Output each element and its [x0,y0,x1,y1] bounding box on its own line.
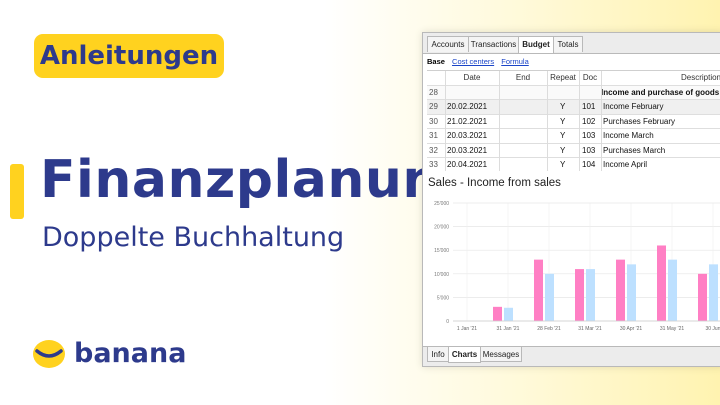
cell-description[interactable]: Income March [603,131,654,140]
col-header-row [427,71,445,85]
row-number: 29 [429,102,438,111]
col-header-date[interactable]: Date [463,73,481,82]
column-divider [601,71,602,171]
bar [545,273,554,321]
bar [493,306,502,321]
cell-date[interactable]: 20.03.2021 [447,145,488,155]
sales-chart: 0 5'000 10'000 15'000 20'000 25'000 1 Jan '21 3… [434,201,720,332]
col-header-doc[interactable]: Doc [582,73,598,82]
main-tabs: Accounts Transactions Budget Totals [423,33,720,54]
cell-doc[interactable]: 102 [582,116,596,126]
col-header-description[interactable]: Description [680,73,720,82]
y-tick-label: 5'000 [437,295,449,301]
view-base[interactable]: Base [427,57,445,66]
table-row[interactable]: 33 20.04.2021 Y 104 Income April [427,158,720,171]
row-number: 31 [429,131,438,140]
x-tick-label: 31 Mar '21 [578,326,602,332]
y-tick-label: 15'000 [434,248,449,254]
cell-repeat[interactable]: Y [560,160,566,169]
tab-charts[interactable]: Charts [448,347,481,363]
column-divider [445,71,446,171]
banana-logo-icon [33,339,65,368]
row-number: 28 [429,87,438,97]
tab-transactions[interactable]: Transactions [468,36,519,52]
x-tick-label: 31 Jan '21 [497,326,520,332]
y-tick-label: 20'000 [434,225,449,231]
cell-date[interactable]: 20.03.2021 [447,131,488,140]
table-header: Date End Repeat Doc Description [427,71,720,86]
budget-table: Date End Repeat Doc Description 28 Incom… [427,70,720,171]
cell-doc[interactable]: 104 [582,160,596,169]
row-number: 32 [429,145,438,155]
y-tick-label: 0 [446,319,449,325]
view-cost-centers[interactable]: Cost centers [452,57,495,66]
bar [657,245,666,321]
cell-description[interactable]: Income April [603,160,648,169]
row-number: 33 [429,160,438,169]
cell-date[interactable]: 20.02.2021 [447,102,488,111]
cell-date[interactable]: 20.04.2021 [447,160,488,169]
bar [627,264,636,321]
table-row[interactable]: 28 Income and purchase of goods [427,85,720,100]
table-row[interactable]: 32 20.03.2021 Y 103 Purchases March [427,144,720,158]
tab-info[interactable]: Info [427,347,449,362]
y-tick-label: 25'000 [434,201,449,207]
x-tick-label: 31 May '21 [660,326,685,332]
cell-repeat[interactable]: Y [560,145,566,155]
x-tick-label: 30 Apr '21 [620,326,643,332]
view-selector: Base Cost centers Formula [427,57,534,66]
cell-repeat[interactable]: Y [560,102,566,111]
col-header-end[interactable]: End [515,73,531,82]
banana-logo: banana [32,338,186,369]
bar [668,259,677,321]
cell-description[interactable]: Income February [603,102,664,111]
tab-accounts[interactable]: Accounts [427,36,469,52]
page-subtitle: Doppelte Buchhaltung [42,222,345,253]
accent-bar [10,164,24,219]
column-divider [579,71,580,171]
logo-text: banana [74,338,187,369]
x-tick-label: 1 Jan '21 [457,326,477,332]
cell-doc[interactable]: 103 [582,131,596,140]
table-row[interactable]: 29 20.02.2021 Y 101 Income February [427,100,720,115]
table-row[interactable]: 30 21.02.2021 Y 102 Purchases February [427,115,720,129]
bar [586,269,595,321]
column-divider [547,71,548,171]
table-row[interactable]: 31 20.03.2021 Y 103 Income March [427,129,720,144]
cell-doc[interactable]: 103 [582,145,596,155]
cell-repeat[interactable]: Y [560,116,566,126]
cell-description[interactable]: Income and purchase of goods [601,87,720,97]
tab-totals[interactable]: Totals [553,36,583,52]
bar [534,259,543,321]
row-number: 30 [429,116,438,126]
app-window: Accounts Transactions Budget Totals Base… [422,32,720,367]
tab-budget[interactable]: Budget [518,36,554,53]
category-badge: Anleitungen [34,34,224,78]
cell-date[interactable]: 21.02.2021 [447,116,488,126]
y-tick-label: 10'000 [434,272,449,278]
cell-description[interactable]: Purchases March [603,145,666,155]
bar [616,259,625,321]
view-formula[interactable]: Formula [501,57,529,66]
x-tick-label: 30 Jun [705,326,720,332]
bar [698,273,707,321]
x-tick-label: 28 Feb '21 [537,326,561,332]
col-header-repeat[interactable]: Repeat [550,73,576,82]
tab-messages[interactable]: Messages [480,347,522,362]
bar [709,264,718,321]
chart-title: Sales - Income from sales [428,177,561,189]
cell-description[interactable]: Purchases February [603,116,676,126]
column-divider [499,71,500,171]
page-title: Finanzplanung [40,150,478,210]
cell-doc[interactable]: 101 [582,102,596,111]
cell-repeat[interactable]: Y [560,131,566,140]
bar [575,269,584,321]
bottom-tabs: Info Charts Messages [423,346,720,366]
bar [504,307,513,321]
